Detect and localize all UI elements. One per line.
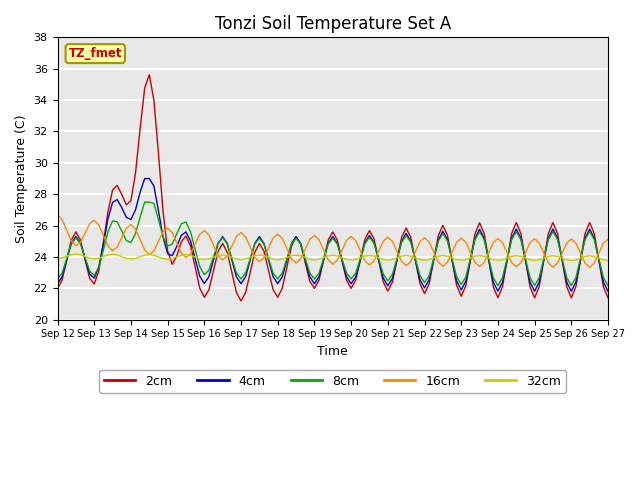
Y-axis label: Soil Temperature (C): Soil Temperature (C) bbox=[15, 114, 28, 243]
Legend: 2cm, 4cm, 8cm, 16cm, 32cm: 2cm, 4cm, 8cm, 16cm, 32cm bbox=[99, 370, 566, 393]
Text: TZ_fmet: TZ_fmet bbox=[68, 47, 122, 60]
X-axis label: Time: Time bbox=[317, 345, 348, 358]
Title: Tonzi Soil Temperature Set A: Tonzi Soil Temperature Set A bbox=[214, 15, 451, 33]
